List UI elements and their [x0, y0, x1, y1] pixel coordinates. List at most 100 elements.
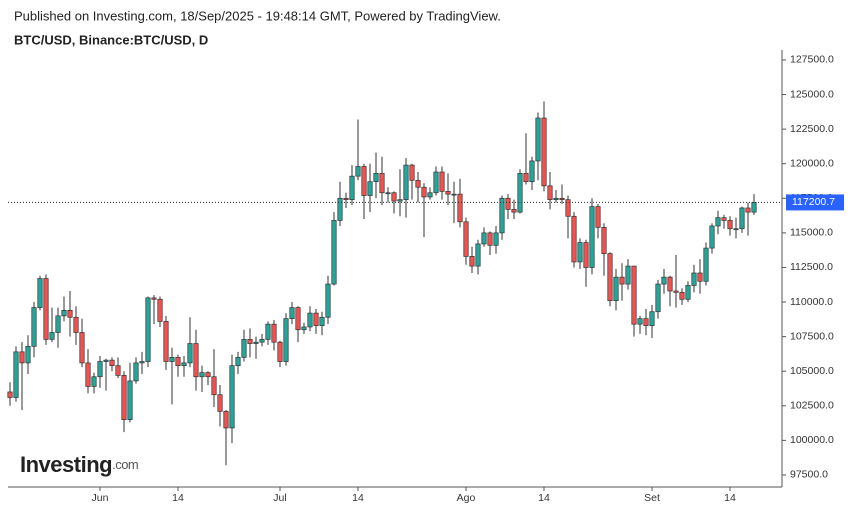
candle-body: [301, 326, 307, 331]
last-price-label: 117200.7: [792, 196, 835, 208]
candle-body: [85, 362, 91, 387]
candle-body: [19, 351, 25, 364]
candle-body: [259, 339, 265, 343]
y-tick-label: 105000.0: [790, 365, 834, 377]
y-tick-label: 110000.0: [790, 296, 833, 308]
candle-body: [565, 199, 571, 217]
candle-body: [391, 192, 397, 202]
candle-body: [511, 209, 517, 213]
candle-body: [295, 307, 301, 331]
candle-body: [409, 164, 415, 181]
candle-body: [637, 318, 643, 325]
candle-body: [553, 197, 559, 201]
candle-body: [529, 160, 535, 183]
candle-body: [475, 243, 481, 267]
candle-body: [463, 221, 469, 257]
candle-body: [157, 298, 163, 322]
candle-body: [241, 339, 247, 358]
candle-body: [469, 256, 475, 267]
candle-body: [619, 276, 625, 285]
candle-body: [571, 215, 577, 263]
x-tick-label: 14: [352, 492, 364, 504]
candle-body: [721, 217, 727, 221]
candle-body: [229, 365, 235, 429]
y-tick-label: 127500.0: [790, 54, 834, 66]
candle-body: [505, 197, 511, 210]
candle-body: [211, 376, 217, 396]
x-tick-label: Set: [644, 492, 660, 504]
candle-body: [655, 283, 661, 313]
candle-body: [121, 375, 127, 420]
y-tick-label: 102500.0: [790, 400, 834, 412]
candle-body: [481, 232, 487, 245]
candle-body: [457, 193, 463, 223]
candle-body: [433, 171, 439, 194]
candle-body: [91, 376, 97, 387]
candle-body: [265, 323, 271, 340]
logo: Investing.com: [20, 452, 138, 477]
candle-body: [559, 197, 565, 201]
candle-body: [715, 217, 721, 227]
candle-body: [97, 361, 103, 378]
candle-body: [577, 242, 583, 263]
candle-body: [709, 225, 715, 249]
x-tick-label: Jun: [92, 492, 109, 504]
candle-body: [133, 362, 139, 382]
candle-body: [361, 166, 367, 196]
candle-body: [583, 242, 589, 268]
candle-body: [25, 345, 31, 364]
candle-body: [31, 307, 37, 347]
candle-body: [607, 253, 613, 302]
candle-body: [307, 312, 313, 328]
candle-body: [523, 173, 529, 183]
candle-body: [493, 232, 499, 246]
x-tick-label: 14: [538, 492, 550, 504]
candle-body: [535, 117, 541, 162]
candle-body: [73, 316, 79, 333]
candle-body: [49, 332, 55, 340]
candle-body: [115, 365, 121, 376]
candle-body: [415, 179, 421, 188]
candle-body: [541, 117, 547, 187]
candle-body: [427, 192, 433, 198]
candle-body: [595, 206, 601, 228]
candle-body: [187, 343, 193, 364]
candle-body: [421, 186, 427, 198]
candle-body: [103, 359, 109, 362]
candle-body: [739, 207, 745, 230]
x-tick-label: Jul: [273, 492, 286, 504]
candle-body: [277, 341, 283, 362]
y-tick-label: 112500.0: [790, 261, 833, 273]
y-tick-label: 125000.0: [790, 88, 834, 100]
y-tick-label: 97500.0: [790, 469, 828, 481]
candle-body: [313, 312, 319, 326]
candle-body: [145, 297, 151, 362]
candle-body: [625, 265, 631, 285]
candle-body: [547, 185, 553, 201]
candle-body: [751, 202, 757, 213]
candle-body: [235, 357, 241, 367]
candle-body: [403, 164, 409, 201]
candle-body: [43, 278, 49, 340]
candle-body: [343, 197, 349, 201]
candle-body: [613, 276, 619, 302]
y-tick-label: 120000.0: [790, 157, 834, 169]
candle-body: [37, 278, 43, 308]
candle-body: [193, 343, 199, 378]
candle-body: [139, 361, 145, 364]
candle-body: [169, 357, 175, 362]
candle-body: [175, 357, 181, 367]
candle-body: [109, 359, 115, 367]
candle-body: [517, 173, 523, 213]
candle-body: [67, 309, 73, 318]
candle-body: [247, 339, 253, 344]
header: Published on Investing.com, 18/Sep/2025 …: [14, 8, 501, 23]
candle-body: [253, 341, 259, 344]
last-price-badge: [786, 194, 844, 211]
candle-body: [271, 323, 277, 343]
candle-body: [649, 311, 655, 326]
candle-body: [673, 290, 679, 293]
y-tick-label: 115000.0: [790, 227, 833, 239]
candle-body: [349, 175, 355, 201]
candle-body: [331, 220, 337, 285]
